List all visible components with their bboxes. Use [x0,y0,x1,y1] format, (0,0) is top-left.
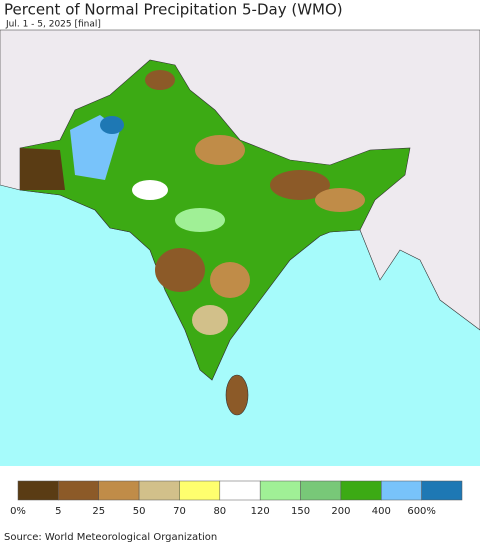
legend-swatch [219,480,261,501]
legend-label: 5 [55,506,61,517]
legend-label: 400 [372,506,391,517]
legend-label: 120 [251,506,270,517]
legend-swatch [17,480,59,501]
source: Source: World Meteorological Organizatio… [4,532,217,543]
legend-label: 150 [291,506,310,517]
legend-swatch [58,480,99,501]
legend-swatch [421,480,463,501]
legend-swatch [381,480,422,501]
legend-label: 70 [173,506,186,517]
title: Percent of Normal Precipitation 5-Day (W… [4,1,343,19]
legend: 0% 5 25 50 70 80 120 150 200 400 600% [10,480,463,517]
legend-label: 50 [133,506,146,517]
legend-swatch [300,480,342,501]
legend-label: 200 [331,506,350,517]
legend-swatch [138,480,180,501]
legend-label: 0% [10,506,26,517]
legend-swatch [340,480,382,501]
legend-swatch [98,480,140,501]
subtitle: Jul. 1 - 5, 2025 [final] [5,20,101,30]
legend-swatch [259,480,301,501]
legend-label: 25 [92,506,105,517]
legend-label: 80 [213,506,226,517]
legend-swatch [179,480,221,501]
map [0,29,480,466]
legend-label: 600% [407,506,436,517]
